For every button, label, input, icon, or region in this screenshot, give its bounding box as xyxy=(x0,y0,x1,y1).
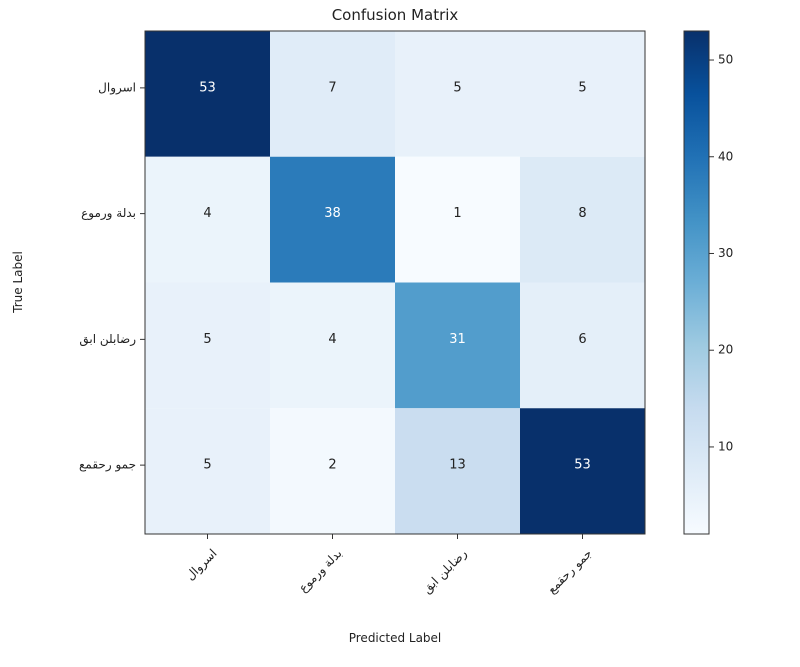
heatmap-cell-r1-c1 xyxy=(270,156,395,283)
x-axis-ticks: اسروال بدلة ورموع رضابلن ابق جمو رحقمع xyxy=(183,534,595,597)
heatmap-cell-r0-c2 xyxy=(395,31,520,157)
heatmap-cell-r1-c3 xyxy=(520,156,645,283)
y-tick-label-0: اسروال xyxy=(98,80,136,95)
heatmap-cell-r0-c1 xyxy=(270,31,395,157)
cell-value-r3-c2: 13 xyxy=(449,458,466,473)
colorbar-ticks: 10 20 30 40 50 xyxy=(709,53,733,453)
cell-value-r1-c3: 8 xyxy=(578,206,586,221)
y-axis-label: True Label xyxy=(11,251,25,314)
cell-value-r1-c1: 38 xyxy=(324,206,341,221)
heatmap-cell-r3-c1 xyxy=(270,408,395,534)
heatmap-cell-r3-c0 xyxy=(145,408,270,534)
x-tick-label-0: اسروال xyxy=(183,546,220,583)
y-tick-label-3: جمو رحقمع xyxy=(79,458,136,473)
colorbar-tick-label-1: 20 xyxy=(718,343,733,357)
heatmap-cells: 53 7 5 5 4 38 1 8 5 4 31 6 5 2 13 53 xyxy=(145,31,645,534)
x-tick-label-3: جمو رحقمع xyxy=(544,546,595,597)
cell-value-r1-c0: 4 xyxy=(203,206,211,221)
colorbar-tick-label-0: 10 xyxy=(718,439,733,453)
cell-value-r2-c2: 31 xyxy=(449,332,466,347)
cell-value-r0-c1: 7 xyxy=(328,80,336,95)
heatmap-cell-r0-c0 xyxy=(145,31,270,157)
heatmap-cell-r1-c0 xyxy=(145,156,270,283)
chart-title: Confusion Matrix xyxy=(332,6,459,24)
heatmap-cell-r2-c2 xyxy=(395,282,520,409)
heatmap-cell-r3-c3 xyxy=(520,408,645,534)
x-axis-label: Predicted Label xyxy=(349,631,442,645)
heatmap-cell-r2-c1 xyxy=(270,282,395,409)
heatmap-cell-r2-c3 xyxy=(520,282,645,409)
heatmap-cell-r1-c2 xyxy=(395,156,520,283)
cell-value-r2-c0: 5 xyxy=(203,332,211,347)
cell-value-r0-c2: 5 xyxy=(453,80,461,95)
cell-value-r1-c2: 1 xyxy=(453,206,461,221)
cell-value-r3-c1: 2 xyxy=(328,458,336,473)
colorbar-tick-label-2: 30 xyxy=(718,246,733,260)
cell-value-r3-c3: 53 xyxy=(574,458,591,473)
y-axis-ticks: اسروال بدلة ورموع رضابلن ابق جمو رحقمع xyxy=(79,80,145,473)
cell-value-r2-c3: 6 xyxy=(578,332,586,347)
cell-value-r2-c1: 4 xyxy=(328,332,336,347)
cell-value-r3-c0: 5 xyxy=(203,458,211,473)
cell-value-r0-c3: 5 xyxy=(578,80,586,95)
x-tick-label-1: بدلة ورموع xyxy=(296,546,345,595)
plot-frame xyxy=(144,30,646,535)
heatmap-cell-r3-c2 xyxy=(395,408,520,534)
colorbar-tick-label-3: 40 xyxy=(718,149,733,163)
x-tick-label-2: رضابلن ابق xyxy=(420,546,471,597)
y-tick-label-1: بدلة ورموع xyxy=(81,206,136,221)
colorbar xyxy=(683,30,710,535)
cell-value-r0-c0: 53 xyxy=(199,80,216,95)
heatmap-cell-r0-c3 xyxy=(520,31,645,157)
y-tick-label-2: رضابلن ابق xyxy=(79,332,136,347)
colorbar-tick-label-4: 50 xyxy=(718,53,733,67)
heatmap-cell-r2-c0 xyxy=(145,282,270,409)
